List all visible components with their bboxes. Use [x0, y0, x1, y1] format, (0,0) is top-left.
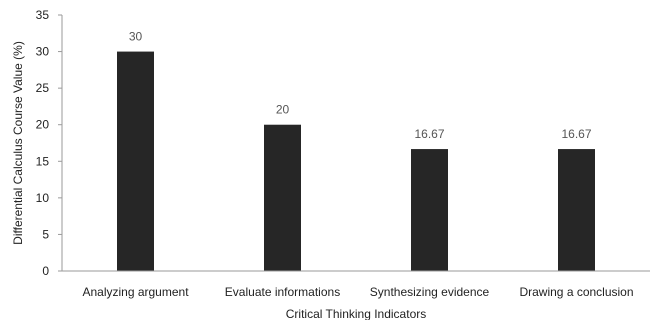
data-labels: 30 20 16.67 16.67	[129, 30, 592, 141]
y-tick-label: 10	[36, 191, 50, 205]
y-tick-label: 25	[36, 81, 50, 95]
y-axis-title: Differential Calculus Course Value (%)	[11, 41, 25, 245]
x-tick-label: Analyzing argument	[82, 285, 189, 299]
y-tick-label: 15	[36, 154, 50, 168]
y-axis-ticks: 0 5 10 15 20 25 30 35	[36, 8, 62, 278]
bar-data-label: 16.67	[414, 127, 444, 141]
bar	[411, 149, 448, 271]
y-tick-label: 20	[36, 118, 50, 132]
y-tick-label: 30	[36, 45, 50, 59]
y-tick-label: 5	[42, 227, 49, 241]
bar-data-label: 20	[276, 103, 290, 117]
x-tick-label: Evaluate informations	[225, 285, 340, 299]
x-tick-label: Drawing a conclusion	[519, 285, 633, 299]
bars	[117, 51, 595, 272]
bar-data-label: 16.67	[561, 127, 591, 141]
y-tick-label: 35	[36, 8, 50, 22]
x-tick-label: Synthesizing evidence	[370, 285, 490, 299]
bar	[264, 124, 301, 271]
bar	[558, 149, 595, 271]
x-axis-title: Critical Thinking Indicators	[286, 307, 427, 320]
y-tick-label: 0	[42, 264, 49, 278]
x-axis-ticks: Analyzing argument Evaluate informations S…	[82, 285, 633, 299]
bar-data-label: 30	[129, 30, 143, 44]
bar	[117, 51, 154, 272]
